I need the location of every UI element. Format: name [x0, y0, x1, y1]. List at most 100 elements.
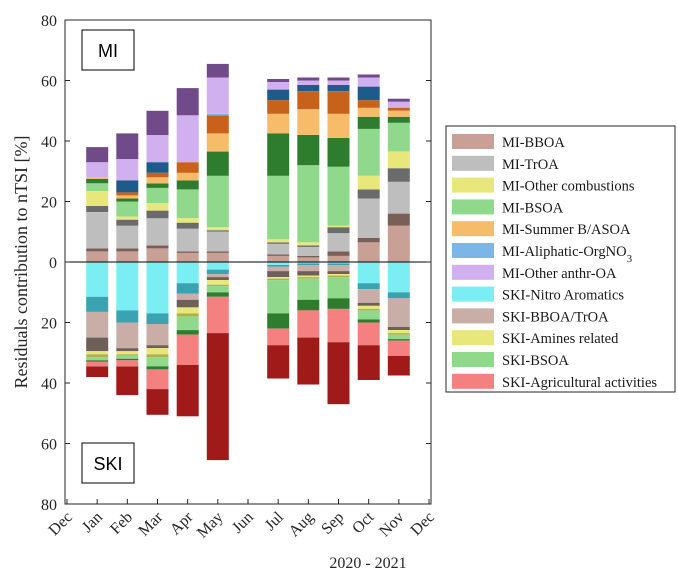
- bar-segment-bottom: [387, 340, 410, 356]
- bar-segment-bottom: [327, 263, 350, 265]
- bar-segment-bottom: [86, 337, 109, 352]
- bar-segment-bottom: [357, 302, 380, 306]
- bar-segment-bottom: [116, 355, 139, 359]
- bar-segment-bottom: [206, 269, 229, 275]
- bar-segment-top: [267, 175, 290, 240]
- bar-segment-top: [387, 107, 410, 111]
- bar-segment-bottom: [206, 277, 229, 281]
- x-tick-label: Nov: [376, 509, 408, 541]
- bar-segment-bottom: [86, 354, 109, 358]
- bar-segment-top: [206, 175, 229, 228]
- bar-segment-top: [387, 110, 410, 117]
- y-tick-label: 0: [49, 255, 57, 272]
- bar-segment-bottom: [116, 354, 139, 356]
- legend-swatch: [452, 352, 494, 367]
- bar-segment-top: [357, 107, 380, 117]
- bar-segment-top: [206, 151, 229, 176]
- bar-segment-bottom: [297, 262, 320, 264]
- bar-segment-top: [176, 228, 199, 252]
- bar-segment-top: [206, 133, 229, 152]
- legend-label: SKI-BSOA: [502, 353, 569, 369]
- bar-segment-top: [206, 252, 229, 262]
- bar-segment-top: [86, 248, 109, 252]
- bar-segment-top: [176, 172, 199, 181]
- legend-label: MI-Other combustions: [502, 179, 635, 195]
- y-axis-ticks: 80 60 40 20 0 20 40 60 80: [41, 13, 431, 514]
- bar-segment-top: [297, 245, 320, 247]
- bar-segment-bottom: [206, 262, 229, 270]
- bar-segment-bottom: [146, 262, 169, 314]
- bar-segment-bottom: [357, 262, 380, 284]
- bar-segment-top: [116, 198, 139, 202]
- bar-segment-top: [387, 122, 410, 152]
- bar-segment-bottom: [116, 360, 139, 367]
- bar-segment-top: [327, 233, 350, 252]
- bar-segment-bottom: [116, 310, 139, 323]
- bar-segment-bottom: [387, 333, 410, 335]
- y-axis-title: Residuals contribution to nTSI [%]: [11, 136, 31, 389]
- bar-segment-top: [357, 189, 380, 199]
- bar-segment-bottom: [297, 275, 320, 278]
- x-tick-label: May: [194, 509, 227, 542]
- bottom-panel-label-box: SKI: [81, 442, 135, 484]
- bar-segment-bottom: [176, 330, 199, 335]
- bar-segment-top: [176, 251, 199, 253]
- bar-segment-bottom: [297, 278, 320, 300]
- bar-segment-top: [357, 86, 380, 101]
- x-tick-label: Sep: [318, 509, 347, 538]
- bar-segment-top: [267, 100, 290, 114]
- bar-segment-bottom: [387, 298, 410, 327]
- y-tick-label: 40: [41, 376, 57, 393]
- bar-segment-bottom: [116, 351, 139, 355]
- bar-segment-bottom: [176, 334, 199, 365]
- bar-segment-top: [297, 257, 320, 262]
- bar-segment-top: [86, 177, 109, 179]
- bar-segment-top: [327, 91, 350, 114]
- bar-segment-top: [116, 180, 139, 193]
- bar-segment-bottom: [176, 316, 199, 330]
- bar-segment-bottom: [146, 345, 169, 349]
- legend-swatch: [452, 177, 494, 193]
- bar-segment-bottom: [357, 345, 380, 380]
- bar-segment-top: [297, 242, 320, 246]
- y-tick-label: 80: [41, 497, 57, 514]
- top-panel-label-box: MI: [81, 29, 135, 71]
- bar-segment-bottom: [327, 262, 350, 264]
- bar-segment-bottom: [86, 366, 109, 377]
- top-panel-label: MI: [98, 41, 118, 61]
- legend-swatch: [452, 308, 494, 324]
- bar-segment-top: [267, 89, 290, 101]
- bar-segment-bottom: [387, 292, 410, 299]
- bar-segment-bottom: [86, 311, 109, 338]
- bottom-panel-bars: [86, 262, 410, 461]
- bar-segment-bottom: [146, 357, 169, 367]
- bar-segment-top: [86, 162, 109, 178]
- bar-segment-top: [206, 77, 229, 114]
- legend-swatch: [452, 134, 494, 149]
- bar-segment-bottom: [387, 334, 410, 340]
- bar-segment-top: [297, 77, 320, 81]
- bar-segment-top: [357, 116, 380, 129]
- y-tick-label: 20: [41, 316, 57, 333]
- bar-segment-top: [176, 88, 199, 116]
- bar-segment-top: [267, 243, 290, 255]
- bar-segment-bottom: [176, 293, 199, 300]
- bar-segment-bottom: [387, 327, 410, 330]
- bottom-panel-label: SKI: [93, 454, 122, 474]
- bar-segment-top: [146, 203, 169, 211]
- y-tick-label: 80: [41, 13, 57, 30]
- bar-segment-top: [267, 79, 290, 82]
- legend-label: SKI-Nitro Aromatics: [502, 288, 624, 304]
- x-tick-label: Jul: [262, 508, 288, 534]
- bar-segment-top: [357, 74, 380, 78]
- bar-segment-bottom: [206, 284, 229, 287]
- bar-segment-bottom: [357, 319, 380, 323]
- bar-segment-bottom: [176, 283, 199, 294]
- bar-segment-top: [146, 210, 169, 219]
- bar-segment-top: [176, 222, 199, 229]
- bar-segment-bottom: [357, 310, 380, 320]
- bar-segment-bottom: [176, 307, 199, 314]
- legend-swatch: [452, 199, 494, 215]
- bar-segment-bottom: [116, 262, 139, 311]
- bar-segment-top: [327, 113, 350, 138]
